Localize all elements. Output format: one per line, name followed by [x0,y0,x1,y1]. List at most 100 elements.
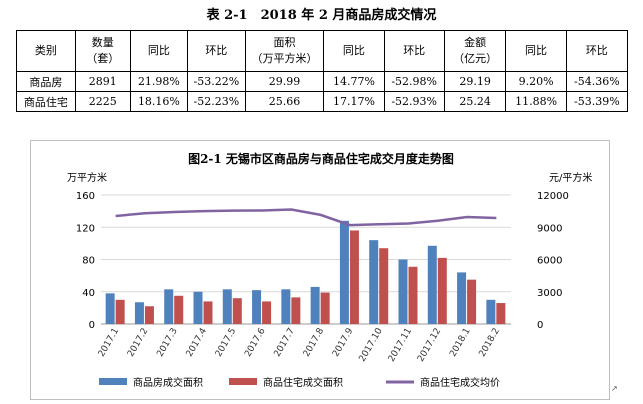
bar-commercial-area [193,291,203,324]
table-header-cell: 同比 [129,30,189,72]
header-text: （亿元） [453,52,498,65]
bar-residential-area [291,297,301,324]
header-text: 数量 [91,36,114,49]
corner-mark: ↗ [611,384,618,393]
table-cell: 29.19 [443,71,507,92]
table-cell: 2891 [74,71,131,92]
bar-commercial-area [339,220,349,324]
bar-commercial-area [486,299,496,324]
header-text: 同比 [147,44,170,57]
bar-commercial-area [164,289,174,324]
table-header-cell: 环比 [383,30,445,72]
table-row: 商品房 2891 21.98% -53.22% 29.99 14.77% -52.98% 29… [16,71,629,92]
bar-commercial-area [457,272,467,324]
table-header-cell: 面积 （万平方米） [244,30,325,72]
header-text: 环比 [585,44,608,57]
right-axis-unit: 元/平方米 [549,171,592,184]
bar-commercial-area [105,293,115,324]
x-tick-label: 2017.1 [97,327,121,359]
x-tick-label: 2017.2 [126,327,150,359]
left-axis-unit: 万平方米 [67,171,107,184]
table-cell: 9.20% [505,71,567,92]
table-row: 商品住宅 2225 18.16% -52.23% 25.66 17.17% -52.93% 2… [16,91,629,112]
x-tick-label: 2017.9 [331,326,356,359]
table-cell: 25.66 [244,91,325,112]
header-text: （套） [86,52,120,65]
table-header-cell: 同比 [323,30,385,72]
table-title: 表 2-1 2018 年 2 月商品房成交情况 [206,8,437,23]
bar-residential-area [232,298,242,324]
bar-residential-area [115,299,125,324]
bar-residential-area [320,292,330,324]
header-text: 金额 [464,36,487,49]
bar-commercial-area [134,302,144,324]
table-cell: 11.88% [505,91,567,112]
right-tick-label: 6000 [537,256,562,267]
right-tick-label: 3000 [537,288,562,299]
bar-commercial-area [427,245,437,324]
right-tick-label: 12000 [537,191,569,202]
bar-commercial-area [369,240,379,324]
bar-residential-area [174,295,184,324]
table-cell: -53.39% [565,91,629,112]
bar-residential-area [379,248,389,324]
table-header-row: 类别 数量 （套） 同比 环比 面积 （万平方米） 同比 环比 金额 （亿元） 同比 环比 [16,30,629,72]
header-text: 同比 [342,44,365,57]
table-header-cell: 数量 （套） [74,30,131,72]
table-header-cell: 环比 [565,30,629,72]
left-tick-label: 160 [76,191,95,202]
bar-residential-area [408,266,418,324]
left-tick-label: 120 [76,223,95,234]
table-header-cell: 金额 （亿元） [443,30,507,72]
left-tick-label: 0 [89,320,95,331]
legend-label: 商品房成交面积 [133,376,203,389]
x-tick-label: 2017.6 [243,326,268,359]
legend-swatch [99,378,127,385]
left-tick-label: 80 [82,256,95,267]
bar-residential-area [349,230,359,324]
table-cell: 14.77% [323,71,385,92]
x-tick-label: 2017.12 [416,327,443,364]
bar-residential-area [496,303,506,324]
header-text: 环比 [403,44,426,57]
bar-residential-area [437,257,447,324]
table-header-cell: 同比 [505,30,567,72]
line-residential-price [115,208,497,227]
chart-title: 图2-1 无锡市区商品房与商品住宅成交月度走势图 [188,151,454,166]
right-tick-label: 9000 [537,223,562,234]
x-tick-label: 2017.7 [273,327,297,359]
sales-summary-table: 类别 数量 （套） 同比 环比 面积 （万平方米） 同比 环比 金额 （亿元） 同比 环比 商品房 289… [16,30,629,112]
table-cell: 17.17% [323,91,385,112]
x-tick-label: 2017.8 [302,326,327,359]
header-text: （万平方米） [251,52,318,65]
bar-commercial-area [222,289,232,324]
chart-frame: 图2-1 无锡市区商品房与商品住宅成交月度走势图万平方米 元/平方米 0 40 80 12… [30,140,610,400]
table-cell: -52.93% [383,91,445,112]
header-text: 同比 [525,44,548,57]
bar-commercial-area [310,286,320,324]
table-cell: 18.16% [129,91,189,112]
bar-commercial-area [398,259,408,324]
x-tick-label: 2018.2 [478,327,502,359]
x-tick-label: 2017.4 [185,326,210,359]
table-cell: 25.24 [443,91,507,112]
bar-residential-area [467,279,477,324]
table-cell: 商品房 [16,71,76,92]
x-tick-label: 2017.11 [387,327,414,364]
bar-residential-area [203,301,213,324]
left-tick-label: 40 [82,288,95,299]
header-text: 面积 [273,36,296,49]
table-header-cell: 类别 [16,30,76,72]
table-cell: -54.36% [565,71,629,92]
table-header-cell: 环比 [187,30,246,72]
x-tick-label: 2017.3 [155,327,179,359]
header-text: 环比 [205,44,228,57]
table-cell: -53.22% [187,71,246,92]
bar-commercial-area [252,290,262,324]
table-cell: -52.98% [383,71,445,92]
table-cell: 29.99 [244,71,325,92]
x-tick-label: 2018.1 [448,327,472,359]
table-cell: 商品住宅 [16,91,76,112]
right-tick-label: 0 [537,320,543,331]
